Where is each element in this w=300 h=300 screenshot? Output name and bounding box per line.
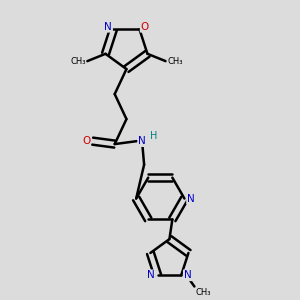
Text: CH₃: CH₃ — [167, 57, 183, 66]
Text: H: H — [150, 131, 158, 141]
Text: N: N — [104, 22, 112, 32]
Text: CH₃: CH₃ — [70, 57, 86, 66]
Text: N: N — [187, 194, 195, 203]
Text: O: O — [82, 136, 90, 146]
Text: N: N — [138, 136, 146, 146]
Text: N: N — [147, 270, 155, 280]
Text: N: N — [184, 270, 191, 280]
Text: O: O — [141, 22, 149, 32]
Text: CH₃: CH₃ — [196, 288, 212, 297]
